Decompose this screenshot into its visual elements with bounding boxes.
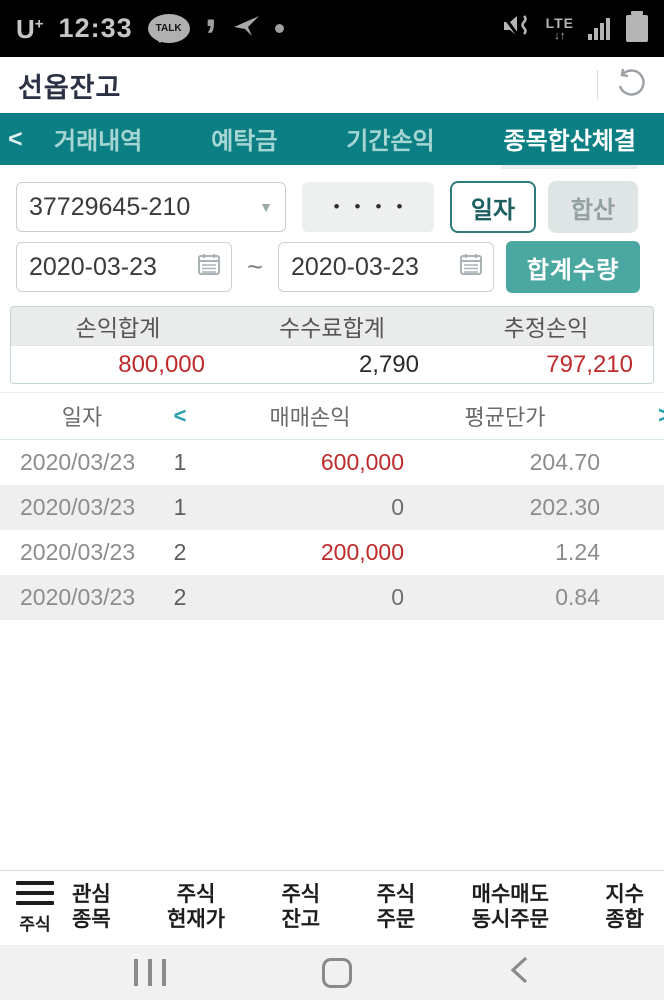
results-table: 일자 < 매매손익 평균단가 > 2020/03/23 1 600,000 20… (0, 392, 664, 620)
row-avg-price: 1.24 (555, 539, 600, 565)
refresh-icon[interactable] (614, 67, 646, 104)
prev-column-chevron-icon[interactable]: < (173, 403, 187, 428)
date-range-row: 2020-03-23 ~ 2020-03-23 (16, 241, 648, 293)
tab-symbol-aggregate[interactable]: 종목합산체결 (501, 121, 639, 169)
stock-menu-label: 주식 (19, 915, 51, 934)
mute-vibrate-icon (501, 13, 532, 44)
page-title: 선옵잔고 (18, 72, 122, 103)
android-nav-bar (0, 945, 664, 1000)
summary-value-row: 800,000 2,790 797,210 (11, 346, 653, 383)
chevron-down-icon: ▼ (259, 199, 273, 215)
date-from-value: 2020-03-23 (29, 252, 157, 281)
menu-item-watchlist[interactable]: 관심 종목 (72, 883, 111, 931)
row-trade-pl: 0 (391, 494, 404, 520)
tab-bar: < 거래내역 예탁금 기간손익 종목합산체결 (0, 113, 664, 169)
calendar-icon (459, 252, 483, 283)
range-separator: ~ (247, 251, 263, 282)
password-input[interactable]: •••• (302, 182, 434, 232)
battery-icon (626, 11, 648, 42)
header-divider (597, 70, 598, 100)
row-date: 2020/03/23 (20, 449, 136, 475)
table-row[interactable]: 2020/03/23 2 200,000 1.24 (0, 530, 664, 575)
row-avg-price: 0.84 (555, 584, 600, 610)
kakaotalk-notification-icon: TALK (147, 14, 190, 43)
menu-item-buy-sell-simultaneous-order[interactable]: 매수매도 동시주문 (471, 883, 549, 931)
app-header: 선옵잔고 (0, 57, 664, 113)
menu-item-stock-balance[interactable]: 주식 잔고 (281, 883, 321, 931)
account-row: 37729645-210 ▼ •••• 일자 합산 (16, 181, 648, 233)
row-avg-price: 204.70 (529, 449, 600, 475)
row-avg-price: 202.30 (529, 494, 600, 520)
menu-items: 관심 종목 주식 현재가 주식 잔고 주식 주문 매수매도 동시주문 지수 종합 (68, 883, 648, 933)
summary-header-total-pl: 손익합계 (75, 315, 161, 341)
recents-icon[interactable] (134, 959, 166, 986)
header-actions (597, 67, 646, 104)
status-clock: 12:33 (58, 13, 133, 43)
date-from-picker[interactable]: 2020-03-23 (16, 242, 232, 292)
date-to-value: 2020-03-23 (291, 252, 419, 281)
aggregate-button[interactable]: 합산 (548, 181, 638, 233)
summary-total-fee-value: 2,790 (358, 350, 419, 378)
status-right: LTE ↓↑ (501, 11, 648, 44)
tab-deposit[interactable]: 예탁금 (211, 127, 278, 155)
table-row[interactable]: 2020/03/23 1 0 202.30 (0, 485, 664, 530)
row-date: 2020/03/23 (20, 539, 136, 565)
carrier-label: U+ (16, 13, 44, 44)
row-date: 2020/03/23 (20, 584, 136, 610)
next-column-chevron-icon[interactable]: > (600, 402, 664, 430)
by-date-button[interactable]: 일자 (450, 181, 536, 233)
total-quantity-button[interactable]: 합계수량 (506, 241, 640, 293)
pl-summary-box: 손익합계 수수료합계 추정손익 800,000 2,790 797,210 (10, 306, 654, 384)
menu-item-stock-quote[interactable]: 주식 현재가 (167, 883, 226, 931)
status-left: U+ 12:33 TALK , (16, 0, 284, 44)
summary-header-row: 손익합계 수수료합계 추정손익 (11, 307, 653, 346)
account-number: 37729645-210 (29, 192, 191, 221)
row-seq: 1 (173, 494, 187, 520)
filter-area: 37729645-210 ▼ •••• 일자 합산 2020-03-23 (0, 165, 664, 293)
notification-dot-icon (274, 24, 284, 33)
summary-estimated-pl-value: 797,210 (546, 350, 633, 378)
menu-item-stock-order[interactable]: 주식 주문 (376, 883, 416, 931)
table-row[interactable]: 2020/03/23 2 0 0.84 (0, 575, 664, 620)
table-row[interactable]: 2020/03/23 1 600,000 204.70 (0, 440, 664, 485)
row-seq: 2 (173, 539, 187, 565)
hamburger-icon (16, 881, 54, 905)
lte-network-icon: LTE ↓↑ (545, 14, 574, 42)
location-arrow-icon (232, 14, 260, 43)
column-header-trade-pl: 매매손익 (269, 405, 351, 430)
signal-strength-icon (588, 17, 610, 40)
stock-menu-button[interactable]: 주식 (16, 881, 54, 935)
tabs: 거래내역 예탁금 기간손익 종목합산체결 (36, 121, 654, 169)
table-header-row: 일자 < 매매손익 평균단가 > (0, 392, 664, 440)
row-trade-pl: 0 (391, 584, 404, 610)
column-header-date: 일자 (61, 405, 103, 430)
calendar-icon (197, 252, 221, 283)
menu-item-index-composite[interactable]: 지수 종합 (605, 883, 644, 931)
row-date: 2020/03/23 (20, 494, 136, 520)
row-seq: 1 (173, 449, 187, 475)
bottom-menu: 주식 관심 종목 주식 현재가 주식 잔고 주식 주문 매수매도 동시주문 (0, 870, 664, 945)
summary-header-estimated-pl: 추정손익 (503, 315, 589, 341)
row-seq: 2 (173, 584, 187, 610)
home-icon[interactable] (322, 957, 352, 988)
back-icon[interactable] (508, 954, 530, 991)
tab-trade-history[interactable]: 거래내역 (54, 127, 143, 155)
back-chevron-icon[interactable]: < (8, 124, 23, 153)
tab-period-pl[interactable]: 기간손익 (346, 127, 435, 155)
status-bar: U+ 12:33 TALK , LTE ↓↑ (0, 0, 664, 57)
date-to-picker[interactable]: 2020-03-23 (278, 242, 494, 292)
summary-total-pl-value: 800,000 (118, 350, 205, 378)
row-trade-pl: 200,000 (320, 539, 404, 565)
account-select[interactable]: 37729645-210 ▼ (16, 182, 286, 232)
row-trade-pl: 600,000 (320, 449, 404, 475)
column-header-avg-price: 평균단가 (464, 405, 546, 430)
summary-header-total-fee: 수수료합계 (279, 315, 385, 341)
notification-icon: , (204, 0, 217, 36)
